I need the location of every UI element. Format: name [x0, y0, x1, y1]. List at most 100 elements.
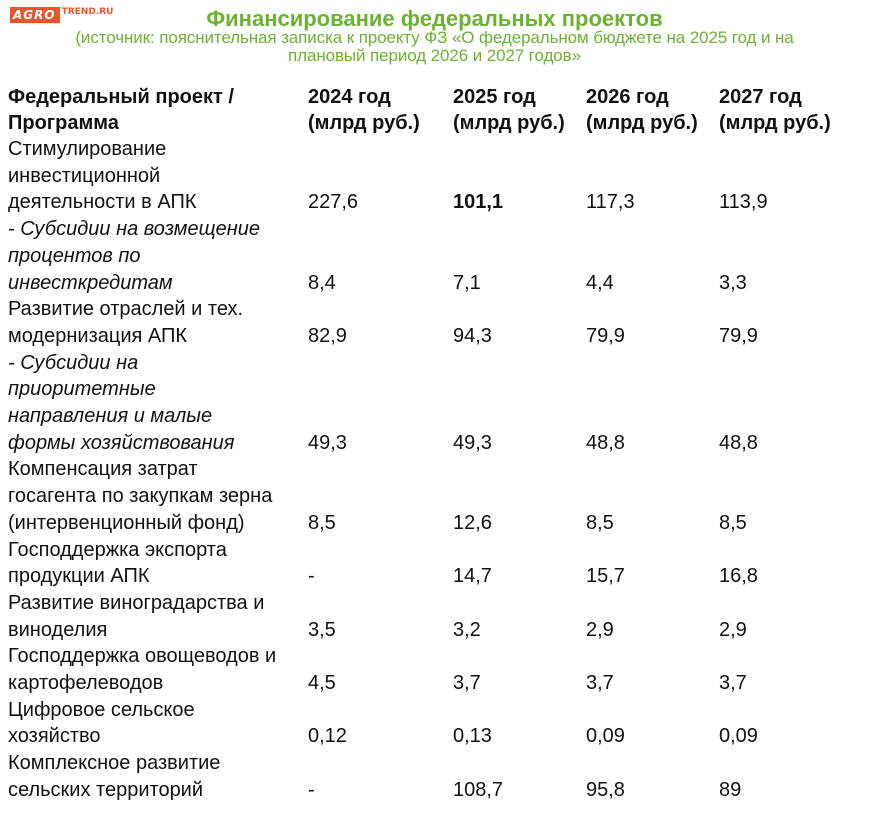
project-name-line: (интервенционный фонд) [8, 511, 245, 534]
value-2026-cell: 0,09 [586, 725, 625, 748]
project-name-line: - Субсидии на возмещение [8, 218, 260, 241]
project-name-line: формы хозяйствования [8, 431, 235, 454]
project-name-line: Стимулирование [8, 138, 167, 160]
value-2027-cell: 3,3 [719, 271, 747, 294]
value-2027-cell: 3,7 [719, 672, 747, 695]
value-2027-cell: 89 [719, 778, 742, 801]
value-2024-cell: 0,12 [308, 725, 347, 748]
table-row: Господдержка овощеводов и картофелеводов 4… [8, 643, 866, 696]
project-name-line: инвесткредитам [8, 271, 173, 294]
value-2024-cell: 8,4 [308, 271, 336, 294]
project-name-cell: Стимулирование инвестиционной деятельности… [8, 136, 308, 216]
column-header-project: Федеральный проект / Программа [8, 86, 234, 134]
logo-trend-text: TREND.RU [61, 7, 114, 17]
project-name-cell: - Субсидии на возмещение процентов по инве… [8, 216, 308, 296]
project-name-line: - Субсидии на [8, 351, 139, 374]
logo-agro-text: AGRO [10, 7, 60, 23]
project-name-line: Компенсация затрат [8, 458, 198, 481]
project-name-line: госагента по закупкам зерна [8, 485, 273, 508]
project-name-line: хозяйство [8, 725, 101, 748]
funding-table: Федеральный проект / Программа 2024 год … [8, 84, 866, 804]
page-subtitle: (источник: пояснительная записка к проек… [0, 29, 869, 65]
project-name-line: инвестиционной [8, 164, 161, 187]
project-name-line: приоритетные [8, 378, 156, 401]
project-name-line: виноделия [8, 618, 108, 641]
value-2027-cell: 48,8 [719, 431, 758, 454]
project-name-line: картофелеводов [8, 672, 164, 695]
project-name-line: Господдержка экспорта [8, 538, 227, 561]
table-row: Развитие виноградарства и виноделия 3,5 3,2… [8, 590, 866, 643]
value-2025-cell: 3,2 [453, 618, 481, 641]
value-2026-cell: 2,9 [586, 618, 614, 641]
value-2025-cell: 0,13 [453, 725, 492, 748]
table-row: - Субсидии на возмещение процентов по инве… [8, 216, 866, 296]
value-2026-cell: 8,5 [586, 511, 614, 534]
value-2027-cell: 79,9 [719, 324, 758, 347]
value-2024-cell: 3,5 [308, 618, 336, 641]
project-name-cell: - Субсидии на приоритетные направления и м… [8, 350, 308, 457]
project-name-line: деятельности в АПК [8, 191, 197, 214]
project-name-cell: Комплексное развитие сельских территорий [8, 750, 308, 803]
value-2025-cell: 12,6 [453, 511, 492, 534]
table-row: Цифровое сельское хозяйство 0,12 0,13 0,09 0,… [8, 697, 866, 750]
value-2027-cell: 8,5 [719, 511, 747, 534]
value-2024-cell: - [308, 778, 315, 801]
value-2026-cell: 95,8 [586, 778, 625, 801]
table-row: Господдержка экспорта продукции АПК - 14,7 1… [8, 537, 866, 590]
project-name-line: Развитие отраслей и тех. [8, 298, 244, 321]
value-2025-cell: 108,7 [453, 778, 504, 801]
column-header-2026: 2026 год (млрд руб.) [586, 86, 698, 134]
value-2024-cell: - [308, 565, 315, 588]
project-name-line: процентов по [8, 244, 141, 267]
value-2026-cell: 15,7 [586, 565, 625, 588]
value-2024-cell: 82,9 [308, 324, 347, 347]
value-2026-cell: 117,3 [586, 191, 635, 214]
project-name-line: Господдержка овощеводов и [8, 645, 277, 668]
value-2025-cell: 101,1 [453, 191, 504, 214]
project-name-line: продукции АПК [8, 565, 150, 588]
project-name-line: направления и малые [8, 405, 213, 428]
value-2025-cell: 94,3 [453, 324, 492, 347]
agrotrend-logo: AGRO TREND.RU [10, 7, 113, 23]
project-name-cell: Господдержка экспорта продукции АПК [8, 537, 308, 590]
project-name-cell: Компенсация затрат госагента по закупкам … [8, 456, 308, 536]
value-2026-cell: 48,8 [586, 431, 625, 454]
value-2024-cell: 4,5 [308, 672, 336, 695]
project-name-line: Развитие виноградарства и [8, 591, 265, 614]
table-header-row: Федеральный проект / Программа 2024 год … [8, 84, 866, 136]
column-header-2027: 2027 год (млрд руб.) [719, 86, 831, 134]
subtitle-line: (источник: пояснительная записка к проек… [75, 28, 794, 47]
table-row: Развитие отраслей и тех. модернизация АПК… [8, 296, 866, 349]
value-2027-cell: 16,8 [719, 565, 758, 588]
value-2026-cell: 79,9 [586, 324, 625, 347]
value-2024-cell: 227,6 [308, 191, 359, 214]
value-2026-cell: 3,7 [586, 672, 614, 695]
table-row: - Субсидии на приоритетные направления и м… [8, 350, 866, 457]
project-name-cell: Цифровое сельское хозяйство [8, 697, 308, 750]
table-row: Компенсация затрат госагента по закупкам … [8, 456, 866, 536]
column-header-2024: 2024 год (млрд руб.) [308, 86, 420, 134]
project-name-cell: Развитие отраслей и тех. модернизация АПК [8, 296, 308, 349]
project-name-cell: Развитие виноградарства и виноделия [8, 590, 308, 643]
value-2025-cell: 49,3 [453, 431, 492, 454]
value-2027-cell: 0,09 [719, 725, 758, 748]
value-2025-cell: 3,7 [453, 672, 481, 695]
value-2025-cell: 7,1 [453, 271, 481, 294]
subtitle-line: плановый период 2026 и 2027 годов» [288, 46, 581, 65]
project-name-line: Комплексное развитие [8, 752, 221, 775]
value-2024-cell: 49,3 [308, 431, 347, 454]
value-2025-cell: 14,7 [453, 565, 492, 588]
table-row: Комплексное развитие сельских территорий -… [8, 750, 866, 803]
project-name-line: модернизация АПК [8, 324, 188, 347]
project-name-line: сельских территорий [8, 778, 204, 801]
table-body: Стимулирование инвестиционной деятельности… [8, 136, 866, 804]
column-header-2025: 2025 год (млрд руб.) [453, 86, 565, 134]
page-title: Финансирование федеральных проектов [206, 6, 663, 31]
value-2027-cell: 113,9 [719, 191, 768, 214]
table-row: Стимулирование инвестиционной деятельности… [8, 136, 866, 216]
value-2026-cell: 4,4 [586, 271, 614, 294]
value-2027-cell: 2,9 [719, 618, 747, 641]
value-2024-cell: 8,5 [308, 511, 336, 534]
project-name-line: Цифровое сельское [8, 698, 195, 721]
project-name-cell: Господдержка овощеводов и картофелеводов [8, 643, 308, 696]
